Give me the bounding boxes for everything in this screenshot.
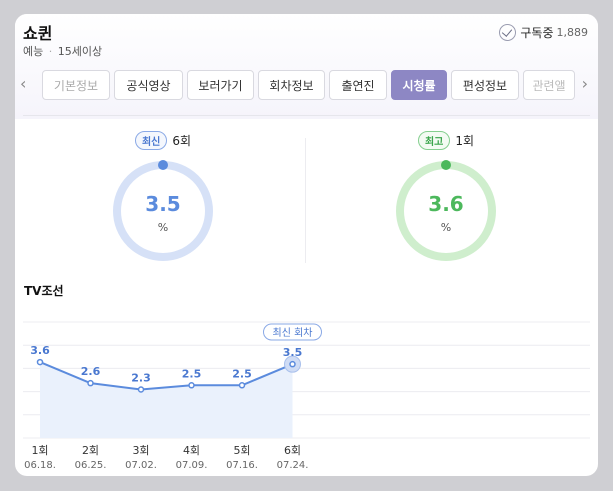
best-episode: 1회 (455, 134, 475, 148)
x-tick-label: 4회 (183, 444, 200, 457)
tab-label: 편성정보 (462, 78, 508, 93)
donut-marker (441, 160, 451, 170)
data-point (238, 382, 246, 389)
tab-official-videos[interactable]: 공식영상 (114, 70, 183, 100)
check-circle-icon (499, 23, 517, 41)
x-tick-label: 5회 (233, 444, 250, 457)
latest-rating-donut: 3.5 % (113, 160, 213, 261)
x-tick-label: 1회 (31, 444, 48, 457)
latest-rating-unit: % (158, 221, 168, 234)
latest-badge-row: 최신 6회 (63, 131, 263, 150)
x-tick-label: 3회 (132, 444, 149, 457)
x-date-label: 06.18. (24, 460, 56, 471)
program-card: 쇼퀸 예능 · 15세이상 구독중 1,889 ‹ 기본정보 공식영상 보러가기… (15, 14, 598, 476)
best-badge-row: 최고 1회 (346, 131, 546, 150)
tab-label: 공식영상 (126, 78, 171, 93)
data-point (289, 360, 296, 368)
data-label: 2.5 (182, 367, 202, 380)
subscriber-count: 1,889 (556, 25, 589, 39)
chevron-right-icon[interactable]: › (581, 74, 588, 93)
tab-label: 회차정보 (269, 78, 314, 93)
latest-episode: 6회 (172, 134, 192, 148)
data-label: 2.3 (131, 371, 151, 384)
best-badge: 최고 (417, 131, 451, 150)
best-rating-value: 3.6 (428, 192, 463, 216)
series-line (39, 361, 293, 391)
ratings-line-chart: 3.6 2.6 2.3 2.5 2.5 3.5 최신 회차 1회 06.18. 2회 06.25. 3… (23, 321, 590, 471)
rating-divider (305, 138, 306, 263)
latest-callout-box (263, 323, 322, 341)
donut-marker (158, 160, 168, 170)
age-rating-label: 15세이상 (57, 45, 103, 58)
tab-related-albums[interactable]: 관련앨 (523, 70, 575, 100)
chart-title: TV조선 (24, 284, 64, 298)
subscribe-label: 구독중 (520, 25, 554, 40)
tab-bar: ‹ 기본정보 공식영상 보러가기 회차정보 출연진 시청률 편성정보 관련앨 › (15, 68, 598, 102)
subscribe-button[interactable]: 구독중 1,889 (499, 22, 588, 42)
program-title[interactable]: 쇼퀸 (23, 24, 53, 43)
area-fill (40, 362, 293, 438)
tab-label: 시청률 (402, 78, 436, 93)
x-date-label: 06.25. (75, 460, 107, 471)
separator-dot: · (48, 45, 53, 58)
data-point (188, 382, 195, 389)
best-rating-unit: % (441, 221, 451, 234)
data-label: 3.6 (30, 344, 50, 357)
data-label: 2.5 (232, 367, 252, 380)
x-date-label: 07.09. (176, 460, 208, 471)
data-label: 2.6 (81, 365, 101, 378)
tab-label: 출연진 (341, 78, 375, 93)
data-point (137, 386, 145, 393)
tab-basic-info[interactable]: 기본정보 (42, 70, 110, 100)
x-date-label: 07.24. (277, 460, 309, 471)
tab-watch[interactable]: 보러가기 (187, 70, 254, 100)
best-rating-donut: 3.6 % (396, 160, 496, 261)
x-tick-label: 6회 (284, 444, 301, 457)
x-date-label: 07.02. (125, 460, 157, 471)
genre-label: 예능 (23, 45, 44, 58)
tab-label: 관련앨 (532, 78, 566, 93)
latest-callout-label: 최신 회차 (273, 327, 313, 339)
chevron-left-icon[interactable]: ‹ (20, 74, 27, 93)
section-divider (23, 115, 590, 116)
tab-episode-info[interactable]: 회차정보 (258, 70, 325, 100)
tab-ratings[interactable]: 시청률 (391, 70, 447, 100)
tab-label: 기본정보 (53, 78, 99, 93)
tab-schedule[interactable]: 편성정보 (451, 70, 519, 100)
program-header: 쇼퀸 예능 · 15세이상 구독중 1,889 ‹ 기본정보 공식영상 보러가기… (15, 14, 598, 119)
latest-rating-panel: 최신 6회 3.5 % (63, 131, 263, 271)
best-rating-panel: 최고 1회 3.6 % (346, 131, 546, 271)
tab-cast[interactable]: 출연진 (329, 70, 387, 100)
latest-rating-value: 3.5 (145, 192, 180, 216)
data-point (87, 379, 94, 387)
data-label: 3.5 (283, 346, 303, 359)
program-subtitle: 예능 · 15세이상 (23, 43, 102, 59)
data-point (36, 358, 44, 366)
x-date-label: 07.16. (226, 460, 258, 471)
x-tick-label: 2회 (82, 444, 99, 457)
latest-badge: 최신 (134, 131, 168, 150)
tab-label: 보러가기 (198, 78, 243, 93)
